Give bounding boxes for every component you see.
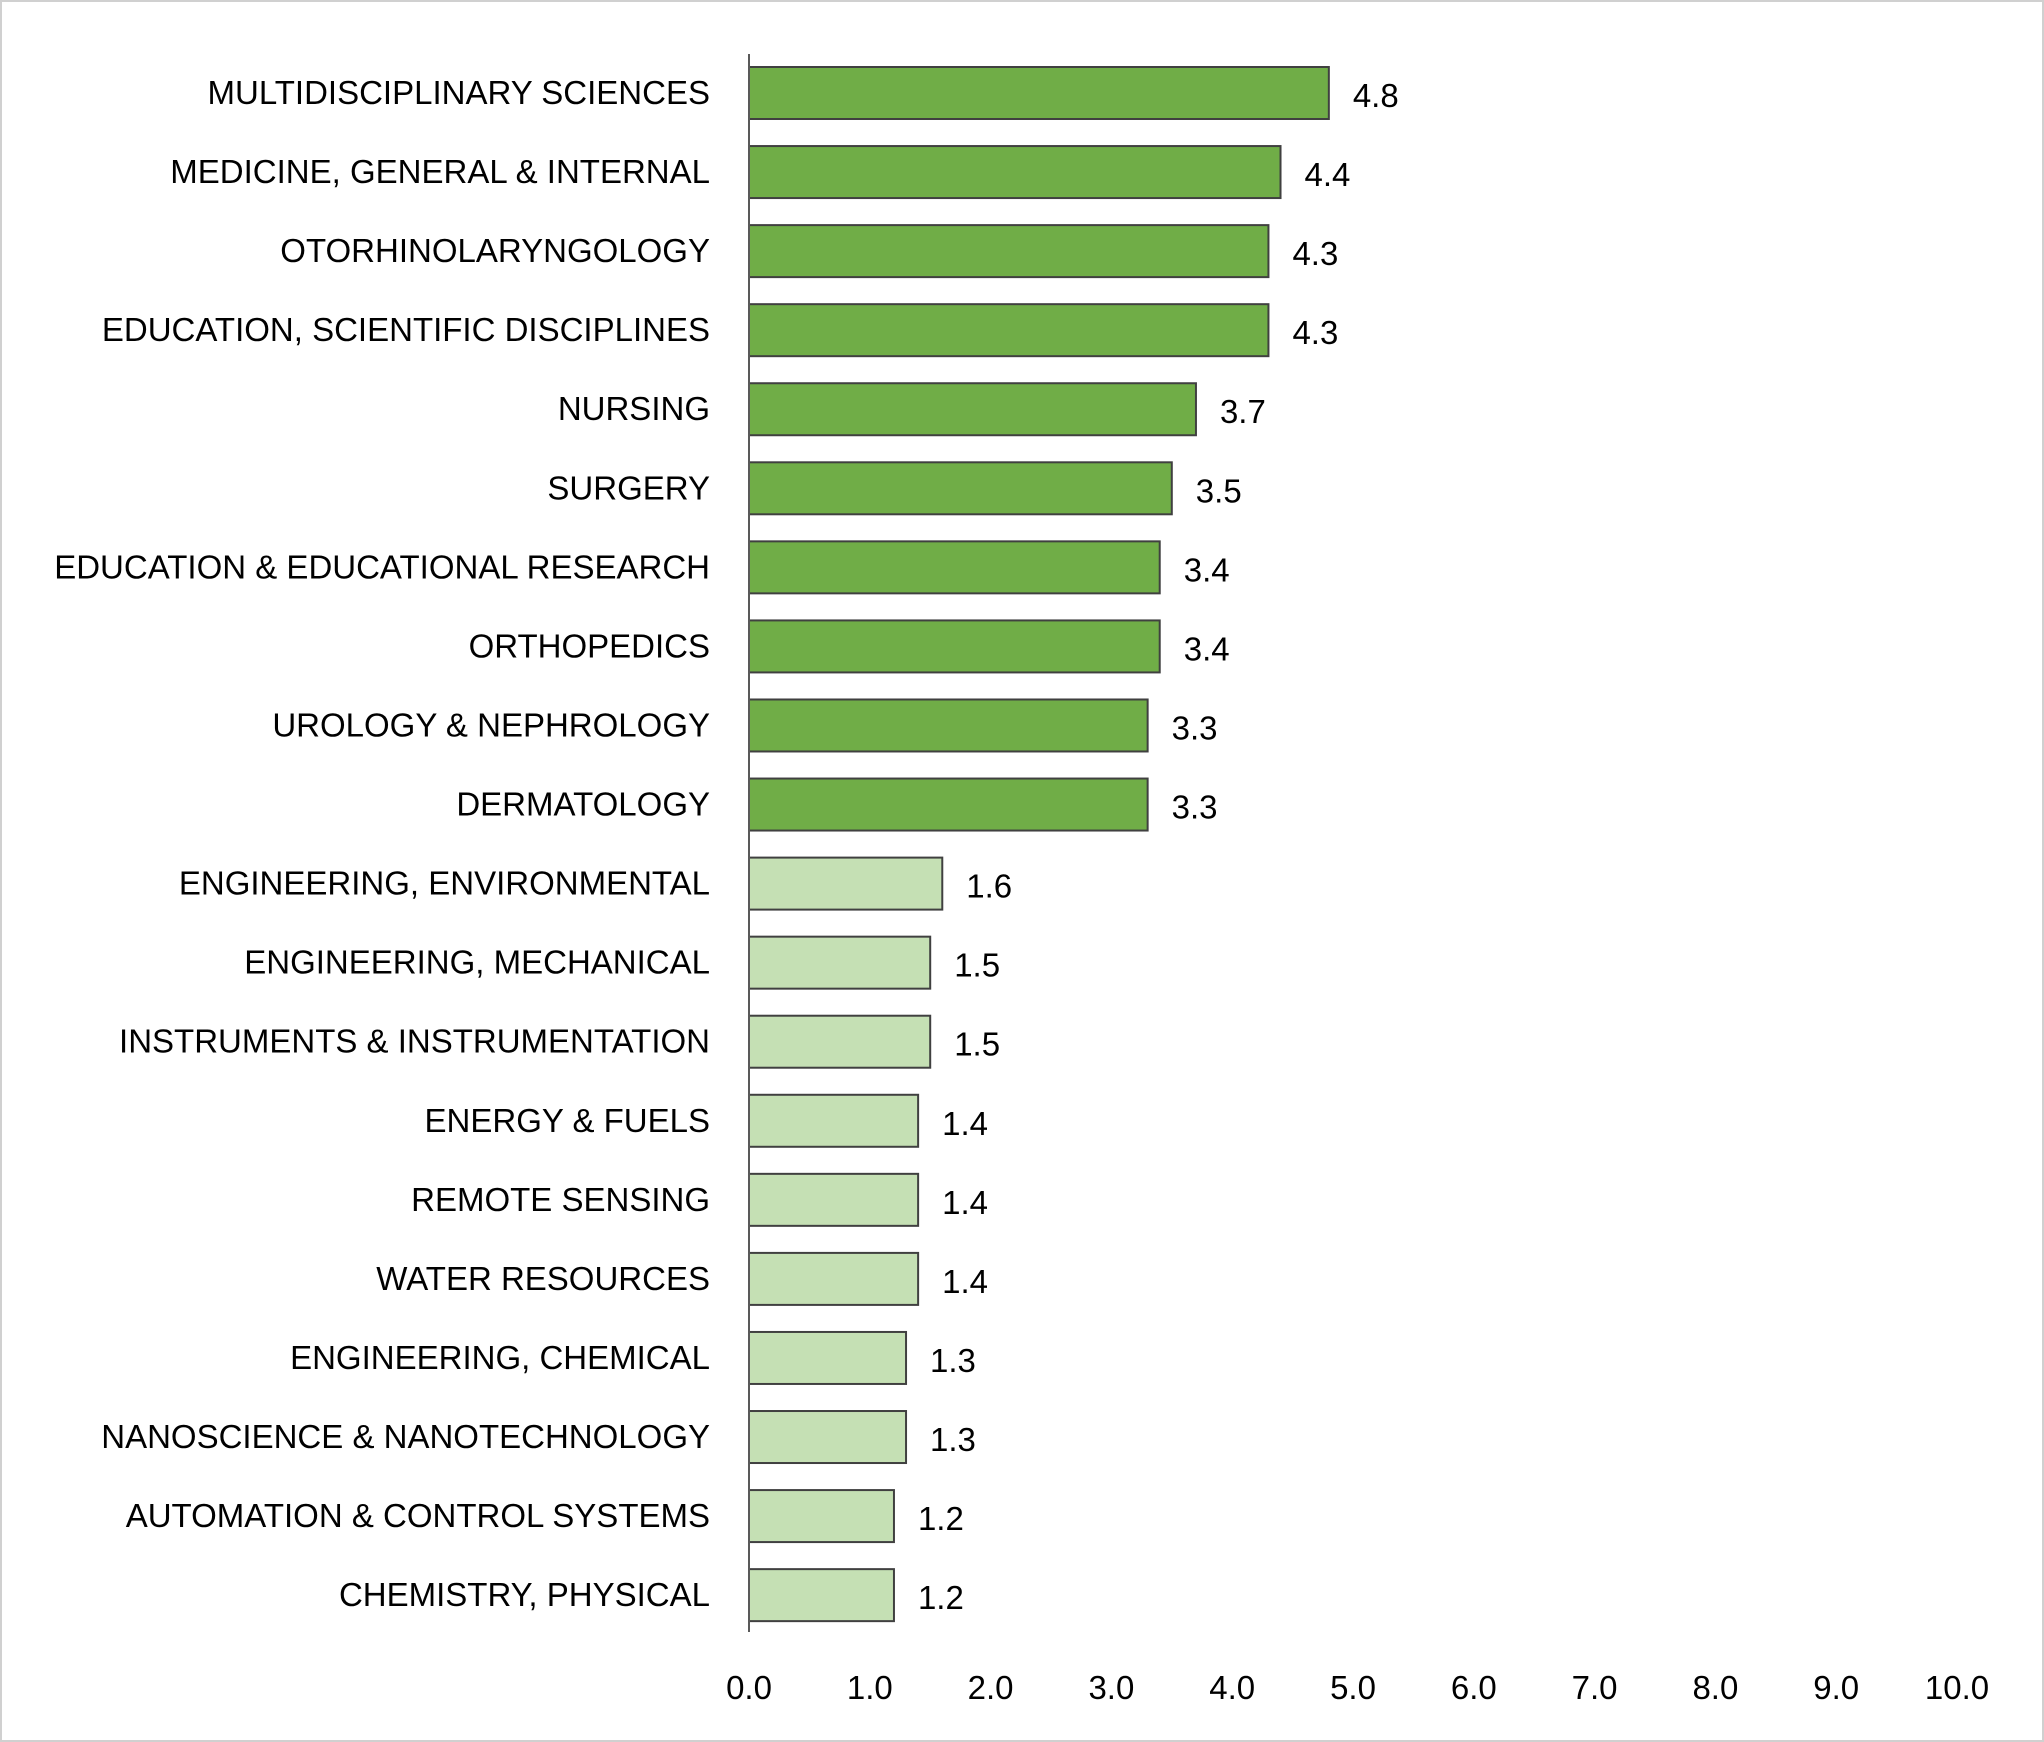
value-label: 4.4 <box>1305 156 1351 193</box>
value-label: 3.4 <box>1184 630 1230 667</box>
category-label: NANOSCIENCE & NANOTECHNOLOGY <box>101 1418 710 1455</box>
bar <box>748 303 1270 358</box>
category-label: ORTHOPEDICS <box>469 627 710 664</box>
bar <box>748 540 1161 595</box>
value-label: 4.3 <box>1292 314 1338 351</box>
value-label: 3.3 <box>1172 789 1218 826</box>
value-label: 3.4 <box>1184 551 1230 588</box>
value-label: 4.3 <box>1292 235 1338 272</box>
x-tick-label: 10.0 <box>1925 1669 1989 1706</box>
category-label: UROLOGY & NEPHROLOGY <box>272 706 710 743</box>
value-label: 1.4 <box>942 1105 988 1142</box>
value-label: 1.4 <box>942 1263 988 1300</box>
x-tick-label: 3.0 <box>1088 1669 1134 1706</box>
value-label: 1.3 <box>930 1421 976 1458</box>
value-label: 3.3 <box>1172 709 1218 746</box>
value-label: 1.5 <box>954 1026 1000 1063</box>
x-tick-label: 8.0 <box>1692 1669 1738 1706</box>
x-tick-label: 4.0 <box>1209 1669 1255 1706</box>
bar <box>748 145 1282 200</box>
bar <box>748 1251 920 1306</box>
category-label: REMOTE SENSING <box>411 1181 710 1218</box>
value-label: 1.3 <box>930 1342 976 1379</box>
bar <box>748 619 1161 674</box>
value-label: 3.5 <box>1196 472 1242 509</box>
category-label: WATER RESOURCES <box>376 1260 710 1297</box>
bar <box>748 461 1173 516</box>
category-label: ENGINEERING, MECHANICAL <box>244 944 710 981</box>
bar <box>748 856 944 911</box>
category-label: DERMATOLOGY <box>456 786 710 823</box>
category-label: INSTRUMENTS & INSTRUMENTATION <box>119 1023 710 1060</box>
x-tick-label: 9.0 <box>1813 1669 1859 1706</box>
value-label: 1.5 <box>954 947 1000 984</box>
category-label: SURGERY <box>547 469 710 506</box>
bar <box>748 1172 920 1227</box>
value-label: 4.8 <box>1353 77 1399 114</box>
x-tick-label: 2.0 <box>968 1669 1014 1706</box>
category-label: EDUCATION & EDUCATIONAL RESEARCH <box>54 548 710 585</box>
category-label: NURSING <box>558 390 710 427</box>
bar <box>748 1489 895 1544</box>
x-tick-label: 6.0 <box>1451 1669 1497 1706</box>
bar <box>748 698 1149 753</box>
x-tick-label: 5.0 <box>1330 1669 1376 1706</box>
category-label: ENGINEERING, CHEMICAL <box>290 1339 710 1376</box>
x-tick-label: 7.0 <box>1572 1669 1618 1706</box>
bar <box>748 1330 908 1385</box>
bar <box>748 382 1197 437</box>
value-label: 1.2 <box>918 1579 964 1616</box>
bar <box>748 66 1330 120</box>
category-label: AUTOMATION & CONTROL SYSTEMS <box>126 1497 710 1534</box>
bar <box>748 935 932 990</box>
value-label: 1.4 <box>942 1184 988 1221</box>
bar <box>748 1014 932 1069</box>
category-label: MULTIDISCIPLINARY SCIENCES <box>208 74 710 111</box>
category-label: ENGINEERING, ENVIRONMENTAL <box>179 865 710 902</box>
value-label: 1.2 <box>918 1500 964 1537</box>
value-label: 3.7 <box>1220 393 1266 430</box>
bar <box>748 777 1149 832</box>
bar <box>748 1410 908 1465</box>
bar <box>748 1093 920 1148</box>
category-label: OTORHINOLARYNGOLOGY <box>280 232 710 269</box>
category-label: EDUCATION, SCIENTIFIC DISCIPLINES <box>102 311 710 348</box>
bar <box>748 224 1270 279</box>
bar <box>748 1568 895 1623</box>
category-label: CHEMISTRY, PHYSICAL <box>339 1576 710 1613</box>
x-tick-label: 0.0 <box>726 1669 772 1706</box>
value-label: 1.6 <box>966 868 1012 905</box>
category-label: MEDICINE, GENERAL & INTERNAL <box>170 153 710 190</box>
x-tick-label: 1.0 <box>847 1669 893 1706</box>
category-label: ENERGY & FUELS <box>425 1102 710 1139</box>
